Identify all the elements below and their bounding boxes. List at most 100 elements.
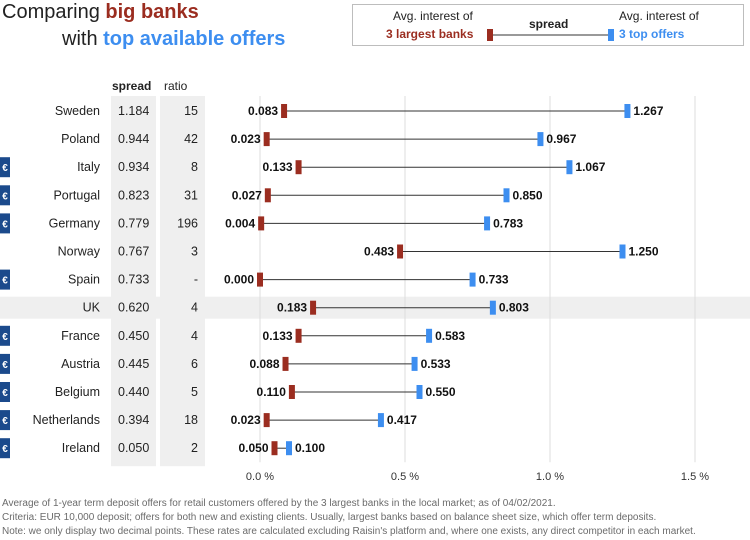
- big-banks-marker: [264, 188, 271, 203]
- table-row: € Ireland 0.050 2 0.050 0.100: [0, 438, 325, 459]
- top-offers-marker: [484, 216, 491, 231]
- title-highlight-big-banks: big banks: [105, 1, 199, 23]
- big-banks-marker: [257, 272, 263, 287]
- x-tick-label: 0.0 %: [246, 471, 274, 483]
- spread-value: 0.767: [118, 245, 149, 259]
- euro-icon: €: [2, 388, 8, 399]
- country-label: Spain: [68, 273, 100, 287]
- x-tick-label: 0.5 %: [391, 471, 419, 483]
- big-banks-value-label: 0.004: [225, 216, 255, 230]
- footnote-2: Criteria: EUR 10,000 deposit; offers for…: [2, 512, 657, 523]
- euro-badge: [0, 438, 10, 459]
- spread-value: 0.450: [118, 329, 149, 343]
- country-label: Portugal: [53, 188, 100, 202]
- ratio-value: 6: [191, 357, 198, 371]
- big-banks-marker: [310, 300, 317, 315]
- country-label: Austria: [61, 357, 100, 371]
- top-offers-value-label: 0.733: [479, 273, 509, 287]
- top-offers-marker: [469, 272, 476, 287]
- ratio-value: -: [194, 273, 198, 287]
- country-label: Norway: [58, 245, 101, 259]
- big-banks-value-label: 0.133: [263, 329, 293, 343]
- column-headers: spread ratio: [112, 79, 188, 93]
- big-banks-marker: [281, 104, 288, 118]
- euro-badge: [0, 213, 10, 234]
- table-row: € Italy 0.934 8 0.133 1.067: [0, 157, 606, 178]
- top-offers-value-label: 0.850: [513, 188, 543, 202]
- big-banks-value-label: 0.088: [249, 357, 279, 371]
- x-tick-label: 1.0 %: [536, 471, 564, 483]
- big-banks-value-label: 0.183: [277, 301, 307, 315]
- big-banks-marker: [258, 216, 265, 231]
- country-label: Ireland: [62, 441, 100, 455]
- big-banks-marker: [271, 441, 278, 456]
- title-highlight-top-offers: top available offers: [103, 28, 286, 50]
- top-offers-value-label: 0.967: [546, 132, 576, 146]
- legend-dumbbell-sample: [487, 29, 614, 41]
- top-offers-marker: [503, 188, 510, 203]
- country-label: Netherlands: [33, 413, 100, 427]
- top-offers-value-label: 1.250: [629, 245, 659, 259]
- country-label: France: [61, 329, 100, 343]
- top-offers-marker: [286, 441, 292, 456]
- euro-icon: €: [2, 444, 8, 455]
- legend-top-offers-line1: Avg. interest of: [619, 9, 699, 23]
- top-offers-value-label: 0.417: [387, 413, 417, 427]
- spread-column-band: [111, 96, 156, 467]
- big-banks-value-label: 0.083: [248, 104, 278, 118]
- top-offers-value-label: 1.267: [633, 104, 663, 118]
- ratio-value: 3: [191, 245, 198, 259]
- table-row: Poland 0.944 42 0.023 0.967: [61, 132, 577, 147]
- legend-big-banks-line1: Avg. interest of: [393, 9, 473, 23]
- top-offers-value-label: 0.783: [493, 216, 523, 230]
- top-offers-marker: [416, 385, 423, 399]
- top-offers-value-label: 0.100: [295, 441, 325, 455]
- spread-value: 0.823: [118, 188, 149, 202]
- big-banks-marker: [295, 160, 302, 175]
- spread-value: 0.445: [118, 357, 149, 371]
- table-row: € France 0.450 4 0.133 0.583: [0, 325, 465, 346]
- ratio-value: 15: [184, 104, 198, 118]
- euro-badge: [0, 410, 10, 431]
- x-tick-label: 1.5 %: [681, 471, 709, 483]
- x-axis-ticks: 0.0 % 0.5 % 1.0 % 1.5 %: [246, 471, 709, 483]
- big-banks-value-label: 0.027: [232, 188, 262, 202]
- top-offers-marker: [377, 413, 384, 428]
- euro-badge: [0, 353, 10, 374]
- table-row: € Belgium 0.440 5 0.110 0.550: [0, 382, 456, 402]
- big-banks-value-label: 0.023: [231, 132, 261, 146]
- table-row: € Netherlands 0.394 18 0.023 0.417: [0, 410, 417, 431]
- table-row: Norway 0.767 3 0.483 1.250: [58, 244, 659, 259]
- top-offers-value-label: 0.550: [426, 385, 456, 399]
- big-banks-marker: [397, 244, 404, 259]
- ratio-column-band: [160, 96, 205, 467]
- ratio-value: 4: [191, 301, 198, 315]
- euro-badge: [0, 382, 10, 402]
- ratio-value: 196: [177, 216, 198, 230]
- euro-badge: [0, 157, 10, 178]
- table-row: € Portugal 0.823 31 0.027 0.850: [0, 185, 543, 206]
- euro-icon: €: [2, 276, 8, 287]
- legend-top-offers-line2: 3 top offers: [619, 27, 685, 41]
- top-offers-marker: [411, 356, 418, 371]
- euro-badge: [0, 269, 10, 290]
- spread-value: 0.733: [118, 273, 149, 287]
- ratio-value: 4: [191, 329, 198, 343]
- euro-icon: €: [2, 219, 8, 230]
- top-offers-value-label: 0.533: [421, 357, 451, 371]
- euro-badge: [0, 185, 10, 206]
- top-offers-marker: [624, 104, 631, 118]
- country-label: Germany: [49, 216, 101, 230]
- footnote-3: Note: we only display two decimal points…: [2, 526, 696, 537]
- top-offers-marker: [566, 160, 573, 175]
- big-banks-marker: [263, 132, 270, 147]
- table-row: Sweden 1.184 15 0.083 1.267: [55, 104, 664, 118]
- big-banks-marker: [263, 413, 270, 428]
- top-offers-value-label: 1.067: [575, 160, 605, 174]
- top-offers-marker: [619, 244, 626, 259]
- country-label: Belgium: [55, 385, 100, 399]
- chart-title-line-2: with top available offers: [62, 28, 285, 51]
- footnote-1: Average of 1-year term deposit offers fo…: [2, 498, 556, 509]
- dumbbell-chart: spread ratio Sweden 1.184 15 0.083 1.267 Pola…: [0, 79, 750, 483]
- spread-value: 0.620: [118, 301, 149, 315]
